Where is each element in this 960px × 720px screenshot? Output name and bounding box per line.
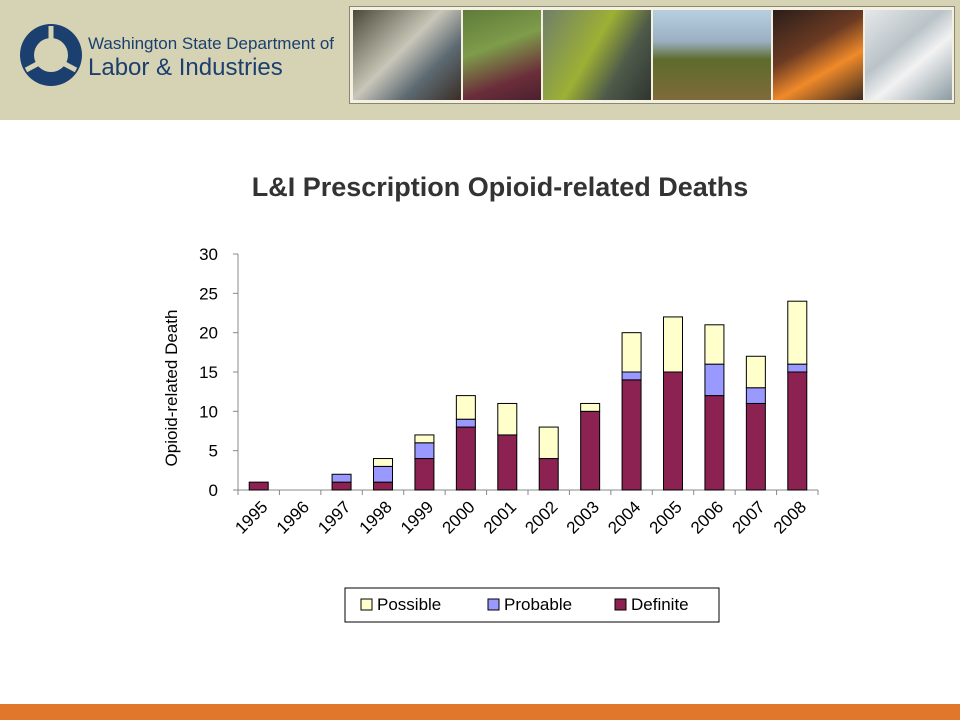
- x-tick-label-2001: 2001: [480, 497, 520, 537]
- accent-footer-bar: [0, 704, 960, 720]
- y-tick-label: 0: [209, 481, 218, 500]
- bar-definite-1998: [373, 481, 393, 491]
- bar-possible-2003: [580, 402, 601, 412]
- bar-probable-2006: [704, 363, 725, 397]
- bar-definite-2007: [745, 402, 766, 491]
- legend-swatch-definite: [614, 598, 627, 611]
- header-banner: Washington State Department of Labor & I…: [0, 0, 960, 120]
- bar-probable-1999: [414, 442, 435, 460]
- bar-possible-1998: [373, 458, 393, 467]
- bar-probable-2007: [745, 387, 766, 404]
- x-tick-label-2003: 2003: [563, 497, 603, 537]
- bar-probable-2000: [455, 418, 476, 428]
- bar-possible-2004: [621, 332, 642, 373]
- x-tick-label-1998: 1998: [356, 497, 396, 537]
- x-tick-label-1999: 1999: [397, 497, 437, 537]
- farmworker-harvest-photo: [463, 10, 541, 100]
- legend-swatch-possible: [360, 598, 373, 611]
- x-tick-label-2002: 2002: [521, 497, 561, 537]
- bar-definite-1999: [414, 458, 435, 491]
- bar-possible-1999: [414, 434, 435, 444]
- x-tick-label-2004: 2004: [604, 497, 644, 537]
- x-tick-label-1996: 1996: [273, 497, 313, 537]
- lab-technician-photo: [865, 10, 952, 100]
- bar-possible-2002: [538, 426, 559, 460]
- bar-definite-2001: [497, 434, 518, 491]
- y-tick-label: 25: [199, 284, 218, 303]
- x-tick-label-2008: 2008: [770, 497, 810, 537]
- y-tick-label: 30: [199, 245, 218, 264]
- bar-definite-2008: [787, 371, 808, 491]
- bar-possible-2006: [704, 324, 725, 365]
- bar-definite-2000: [455, 426, 476, 491]
- field-workers-photo: [653, 10, 771, 100]
- legend-label-probable: Probable: [504, 595, 572, 614]
- agency-logo: [20, 24, 82, 86]
- bar-possible-2005: [663, 316, 683, 373]
- legend-label-possible: Possible: [377, 595, 441, 614]
- bar-definite-2006: [704, 395, 725, 491]
- furnace-worker-photo: [773, 10, 863, 100]
- bar-possible-2007: [745, 355, 766, 389]
- y-tick-label: 5: [209, 442, 218, 461]
- photo-strip: [349, 6, 955, 104]
- org-name-line2: Labor & Industries: [88, 54, 283, 81]
- bar-definite-1997: [331, 481, 352, 491]
- bar-definite-2005: [663, 371, 683, 491]
- bar-definite-2004: [621, 379, 642, 491]
- bar-definite-2002: [538, 458, 559, 491]
- bar-probable-2004: [621, 371, 642, 381]
- worker-sanding-photo: [353, 10, 461, 100]
- bar-definite-2003: [580, 410, 601, 491]
- x-tick-label-2007: 2007: [729, 497, 769, 537]
- x-tick-label-2005: 2005: [646, 497, 686, 537]
- org-name-line1: Washington State Department of: [88, 34, 335, 53]
- construction-worker-photo: [543, 10, 651, 100]
- bar-probable-1998: [373, 465, 393, 483]
- bar-possible-2000: [455, 395, 476, 420]
- y-tick-label: 10: [199, 402, 218, 421]
- legend-label-definite: Definite: [631, 595, 689, 614]
- x-tick-label-1997: 1997: [314, 497, 354, 537]
- x-tick-label-2006: 2006: [687, 497, 727, 537]
- y-tick-label: 15: [199, 363, 218, 382]
- legend-box: [344, 587, 720, 623]
- chart-title: L&I Prescription Opioid-related Deaths: [251, 172, 749, 202]
- y-tick-label: 20: [199, 324, 218, 343]
- bar-probable-1997: [331, 473, 352, 483]
- legend-swatch-probable: [487, 598, 500, 611]
- bar-probable-2008: [787, 363, 808, 373]
- bar-definite-1995: [248, 481, 269, 491]
- x-tick-label-2000: 2000: [439, 497, 479, 537]
- y-axis-title: Opioid-related Death: [162, 310, 181, 467]
- bar-possible-2008: [787, 300, 808, 365]
- bar-possible-2001: [497, 402, 518, 436]
- x-tick-label-1995: 1995: [231, 497, 271, 537]
